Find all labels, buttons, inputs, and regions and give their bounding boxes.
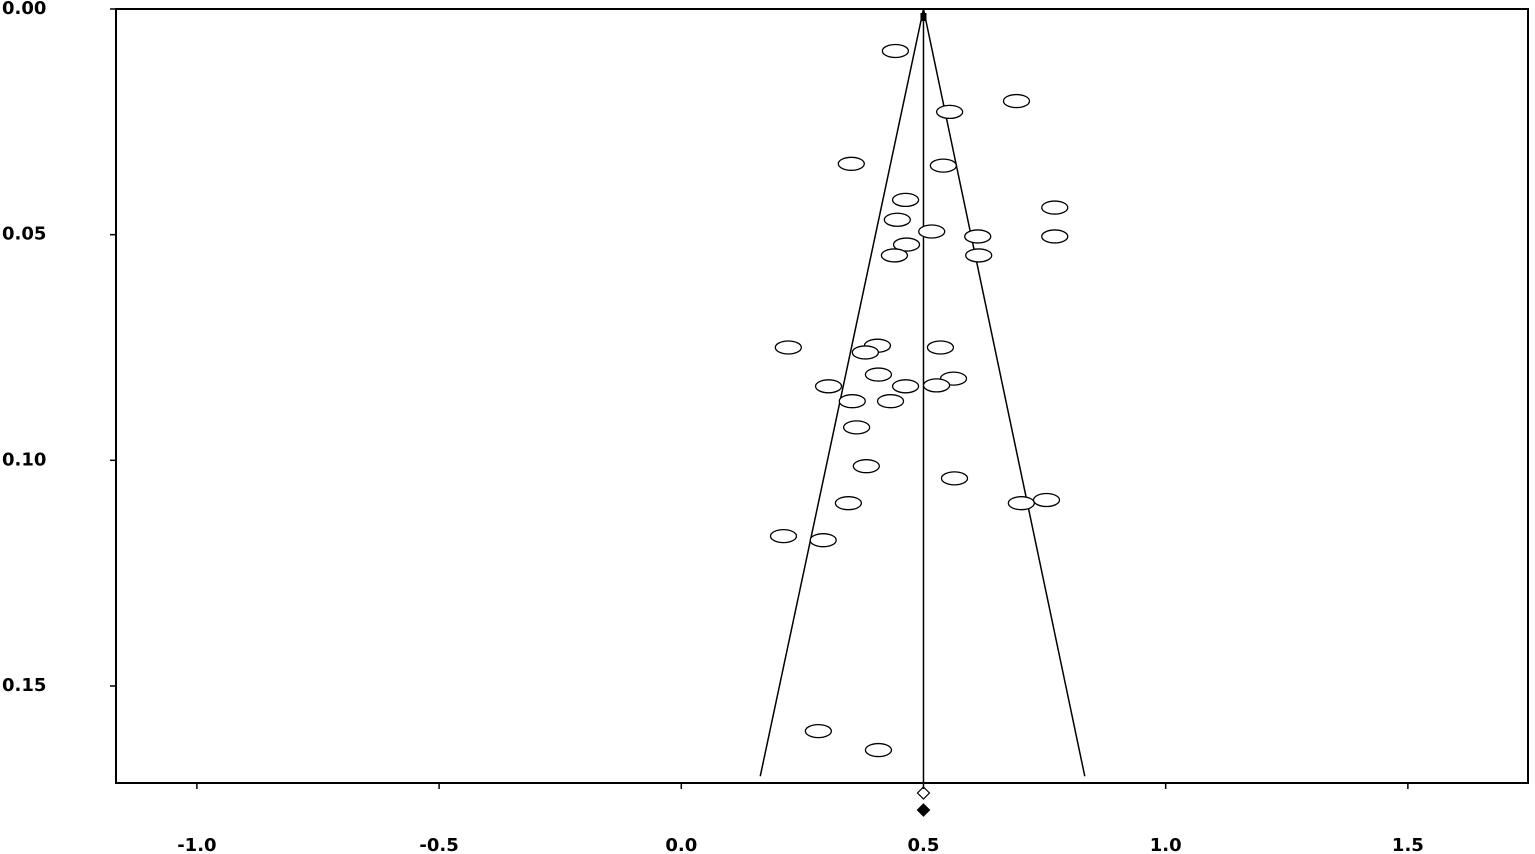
x-tick-label: 0.0 <box>665 835 697 854</box>
study-point <box>891 192 920 208</box>
study-point <box>852 459 880 474</box>
x-tick-label: 0.5 <box>908 835 940 854</box>
study-point <box>1041 200 1069 215</box>
x-tick-label: 1.5 <box>1392 835 1424 854</box>
study-point <box>1002 93 1031 109</box>
study-point <box>842 420 871 435</box>
funnel-line <box>922 8 1086 777</box>
study-point <box>838 394 866 409</box>
y-tick-label: 0.05 <box>2 224 46 245</box>
study-point <box>804 723 833 739</box>
study-point <box>1041 229 1069 244</box>
study-point <box>926 340 955 355</box>
x-tick-label: 1.0 <box>1150 835 1182 854</box>
study-point <box>965 248 993 263</box>
study-point <box>834 496 863 511</box>
x-tick-label: -1.0 <box>177 835 216 854</box>
study-point <box>864 742 893 758</box>
study-point <box>881 43 910 59</box>
summary-diamond <box>916 786 931 800</box>
study-point <box>892 237 921 252</box>
study-point <box>864 367 893 382</box>
y-tick-label: 0.10 <box>2 449 46 470</box>
plot-frame <box>115 8 1529 784</box>
study-point <box>883 212 911 227</box>
study-point <box>1007 496 1035 511</box>
apex-marker <box>920 13 927 21</box>
study-point <box>837 156 865 171</box>
study-point <box>964 229 992 244</box>
study-point <box>809 533 837 548</box>
study-point <box>918 224 946 239</box>
y-tick-label: 0.15 <box>2 675 46 696</box>
study-point <box>769 528 798 544</box>
study-point <box>922 378 951 393</box>
study-point <box>1032 492 1061 508</box>
study-point <box>851 345 880 360</box>
summary-diamond <box>916 803 931 817</box>
study-point <box>891 379 920 394</box>
study-point <box>880 248 909 263</box>
x-tick-label: -0.5 <box>419 835 458 854</box>
study-point <box>929 158 957 173</box>
study-point <box>774 340 802 355</box>
study-point <box>935 104 964 120</box>
study-point <box>940 471 969 486</box>
study-point <box>814 379 843 394</box>
funnel-line <box>759 8 925 777</box>
y-tick-label: 0.00 <box>2 0 46 19</box>
study-point <box>876 394 905 409</box>
